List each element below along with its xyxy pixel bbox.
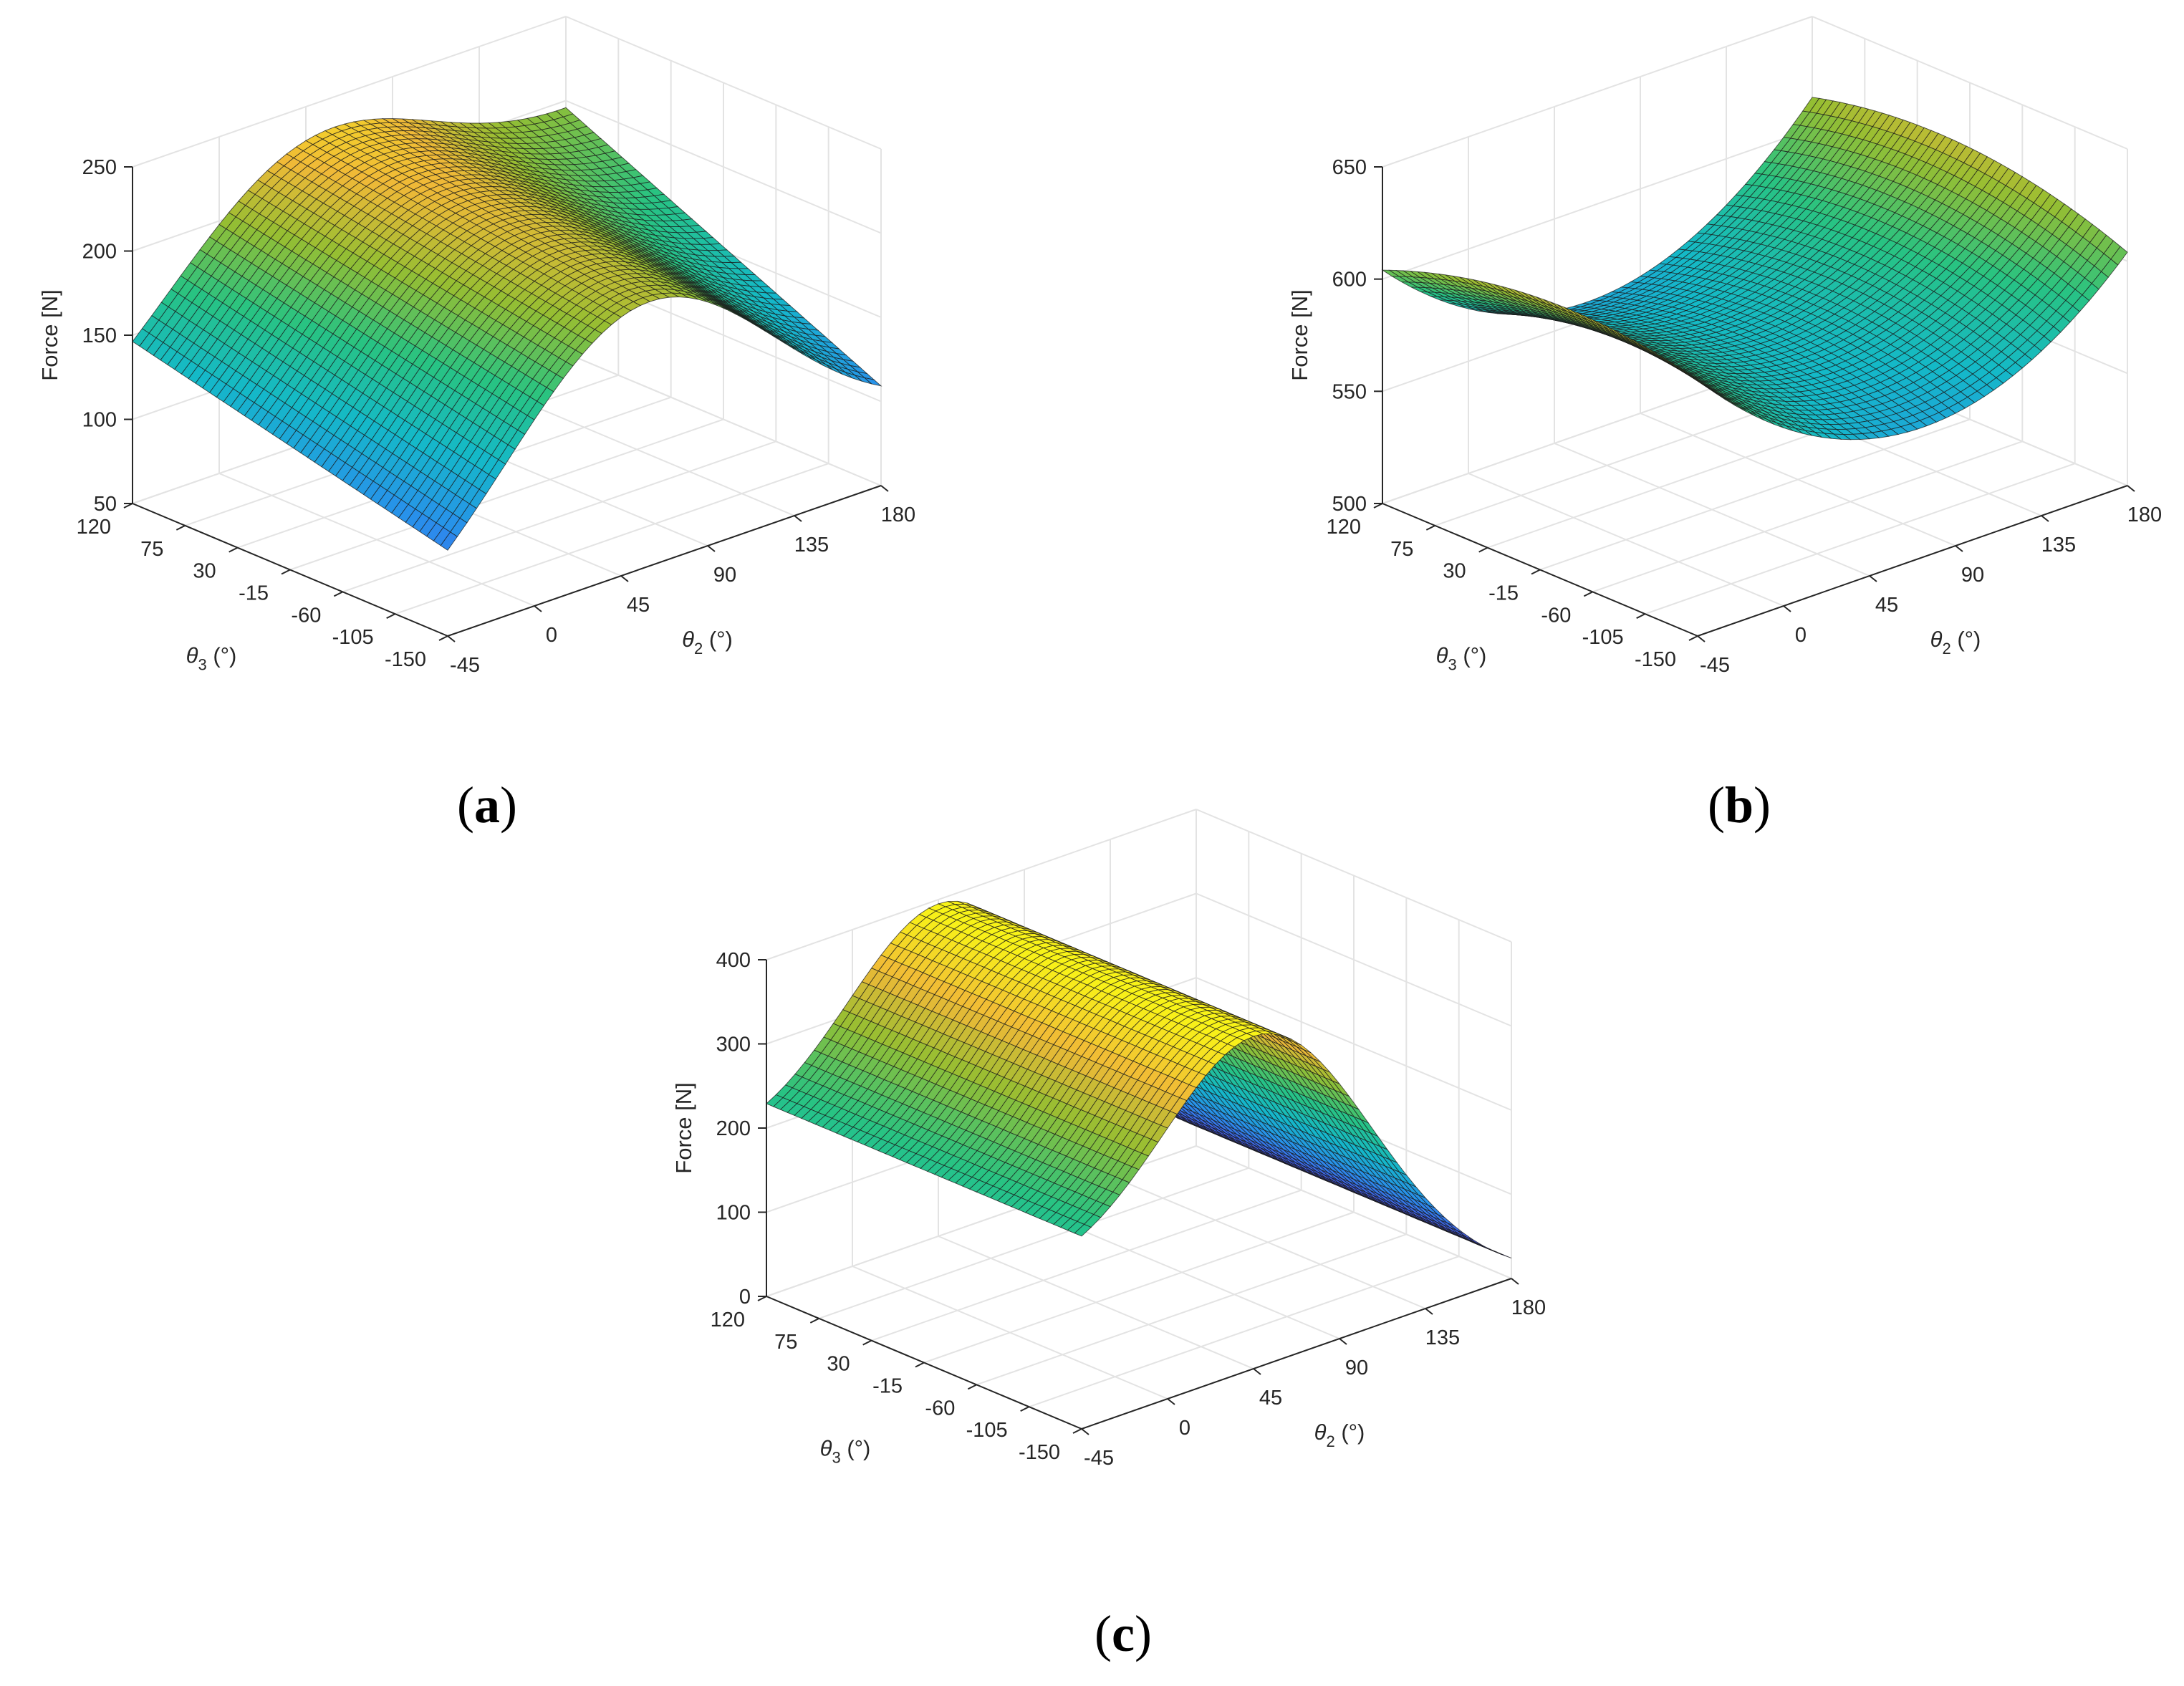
y-axis-title: θ3 (°): [186, 643, 237, 674]
y-tick: [1425, 524, 1435, 531]
x-tick-label: -45: [1700, 654, 1730, 677]
x-tick-label: 90: [713, 564, 736, 587]
grid-line: [1029, 1256, 1459, 1408]
y-tick: [438, 635, 448, 641]
z-tick-label: 100: [82, 409, 117, 432]
x-tick: [1955, 545, 1963, 552]
x-tick: [534, 605, 542, 612]
y-tick-label: 30: [193, 560, 216, 583]
z-tick-label: 500: [1332, 493, 1367, 516]
z-tick-label: 600: [1332, 269, 1367, 292]
grid-line: [565, 16, 882, 150]
y-tick: [228, 546, 239, 553]
y-tick-label: -150: [385, 648, 426, 671]
y-axis-title: θ3 (°): [1436, 643, 1487, 674]
panel-b-surface-plot: -45 0 45 90 135 180 120 75 30 -15 -60 -105 -150 500 55…: [1287, 16, 2162, 677]
z-tick-label: 650: [1332, 156, 1367, 179]
y-tick-label: 30: [1443, 560, 1466, 583]
grid-line: [923, 1211, 1355, 1364]
x-tick: [1697, 635, 1706, 642]
x-tick: [1783, 605, 1791, 612]
z-tick-label: 550: [1332, 380, 1367, 403]
grid-line: [565, 100, 882, 234]
x-tick: [2127, 485, 2135, 492]
grid-line: [132, 16, 567, 168]
y-tick: [281, 569, 291, 575]
grid-line: [565, 352, 882, 486]
x-tick-label: 135: [2041, 534, 2076, 557]
x-tick: [2041, 515, 2049, 522]
grid-line: [1645, 463, 2075, 615]
y-tick: [1531, 569, 1541, 575]
grid-line: [1382, 16, 1813, 168]
panel-c-surface-plot: -45045901351801207530-15-60-105-15001002…: [671, 809, 1546, 1470]
x-tick: [447, 635, 456, 642]
x-axis-line: [1697, 485, 2128, 637]
y-tick: [175, 524, 186, 531]
grid-line: [976, 1233, 1407, 1386]
y-tick: [386, 613, 396, 620]
y-tick-label: -15: [239, 582, 269, 605]
x-axis-title: θ2 (°): [682, 627, 733, 657]
x-tick-label: -45: [450, 654, 480, 677]
grid-line: [342, 440, 776, 593]
x-axis-title: θ2 (°): [1930, 627, 1981, 657]
y-tick-label: -60: [1541, 604, 1571, 627]
x-tick-label: 90: [1961, 564, 1984, 587]
y-tick: [333, 591, 343, 597]
y-tick: [1688, 635, 1698, 641]
y-tick: [1636, 613, 1646, 620]
y-tick-label: -15: [1488, 582, 1519, 605]
x-tick-label: 45: [1875, 594, 1898, 617]
x-axis-line: [447, 485, 882, 637]
z-tick-label: 200: [82, 241, 117, 264]
y-tick-label: 120: [77, 516, 111, 539]
x-tick: [880, 485, 889, 492]
z-tick-label: 250: [82, 156, 117, 179]
y-tick-label: -150: [1635, 648, 1676, 671]
grid-line: [395, 463, 829, 615]
z-tick-label: 150: [82, 324, 117, 347]
y-tick-label: -60: [291, 604, 321, 627]
grid-line: [1539, 418, 1971, 571]
x-tick-label: 135: [794, 534, 829, 557]
z-tick-label: 50: [94, 493, 117, 516]
y-tick-label: -105: [1582, 626, 1624, 649]
x-tick-label: 0: [1795, 624, 1807, 647]
y-tick: [1583, 591, 1593, 597]
y-tick-label: 75: [140, 538, 163, 561]
x-tick-label: 0: [546, 624, 557, 647]
x-tick-label: 180: [881, 504, 915, 526]
x-tick: [1869, 575, 1877, 582]
panel-a-surface-plot: -45 0 45 90 135 180 120 75 30 -15 -60 -105 -150 50 100…: [37, 16, 915, 677]
y-tick-label: 75: [1390, 538, 1413, 561]
surface: [132, 107, 882, 551]
y-tick: [1478, 546, 1488, 553]
y-tick-label: 120: [1327, 516, 1361, 539]
x-tick: [620, 575, 629, 582]
z-axis-title: Force [N]: [1287, 289, 1312, 380]
grid-line: [1592, 440, 2023, 593]
x-tick-label: 45: [627, 594, 650, 617]
z-axis-title: Force [N]: [37, 289, 62, 380]
x-tick: [794, 515, 802, 522]
surface: [766, 900, 1512, 1259]
y-tick-label: -105: [332, 626, 374, 649]
grid-line: [289, 418, 724, 571]
x-tick-label: 180: [2127, 504, 2162, 526]
x-tick: [707, 545, 716, 552]
